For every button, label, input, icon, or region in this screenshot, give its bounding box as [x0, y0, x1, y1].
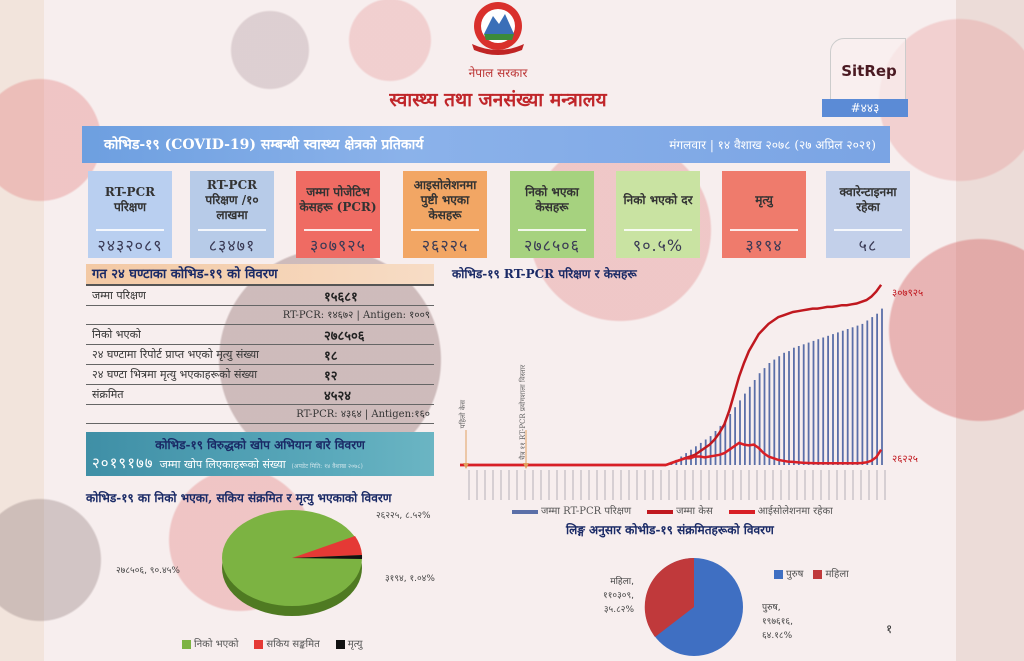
legend-death: मृत्यु — [335, 636, 362, 650]
ministry-title: स्वास्थ्य तथा जनसंख्या मन्त्रालय — [389, 89, 607, 111]
row-value: १२ — [324, 368, 338, 384]
table-row: २४ घण्टा भित्रमा मृत्यु भएकाहरूको संख्या… — [86, 365, 434, 385]
end-active-label: २६२२५ — [892, 454, 918, 465]
card-deaths: मृत्यु ३१९४ — [722, 171, 806, 258]
label-recovered: २७८५०६, ९०.४५% — [116, 566, 180, 576]
gender-pie-chart — [644, 557, 743, 656]
table-title: गत २४ घण्टाका कोभिड-१९ को विवरण — [86, 264, 434, 286]
sitrep-number: #४४३ — [822, 99, 908, 117]
vaccine-summary: कोभिड-१९ विरुद्धको खोप अभियान बारे विवरण… — [86, 432, 434, 476]
lab-expansion-note: चैत्र ११ RT-PCR प्रयोगशाला विस्तार — [519, 364, 527, 460]
card-label: आइसोलेशनमा पुष्टी भएका केसहरू — [413, 177, 477, 222]
row-label: संक्रमित — [92, 388, 124, 401]
row-label: २४ घण्टा भित्रमा मृत्यु भएकाहरूको संख्या — [92, 368, 258, 381]
gender-pie-legend: पुरुष महिला — [774, 566, 849, 580]
legend-tests: जम्मा RT-PCR परिक्षण — [512, 503, 631, 517]
card-value: ५८ — [858, 235, 878, 255]
rtpcr-chart-legend: जम्मा RT-PCR परिक्षण जम्मा केस आईसोलेशनम… — [512, 503, 833, 517]
sitrep-box — [830, 38, 906, 102]
label-deaths: ३१९४, १.०४% — [385, 574, 435, 584]
card-rtpcr-per-million: RT-PCR परिक्षण /१० लाखमा ८३४७१ — [190, 171, 274, 258]
row-value: ४५२४ — [324, 388, 352, 404]
rtpcr-chart-title: कोभिड-१९ RT-PCR परिक्षण र केसहरू — [452, 267, 637, 281]
row-label: जम्मा परिक्षण — [92, 289, 146, 302]
label-female: महिला, ११०३०९, ३५.८२% — [603, 577, 634, 615]
x-axis-date-labels — [462, 470, 892, 500]
legend-female: महिला — [813, 566, 849, 580]
last-24h-table: गत २४ घण्टाका कोभिड-१९ को विवरण जम्मा पर… — [86, 264, 434, 424]
card-isolation: आइसोलेशनमा पुष्टी भएका केसहरू २६२२५ — [403, 171, 487, 258]
row-label: २४ घण्टामा रिपोर्ट प्राप्त भएको मृत्यु स… — [92, 348, 259, 361]
rtpcr-chart — [460, 284, 883, 469]
table-row: निको भएको २७८५०६ — [86, 325, 434, 345]
table-row: संक्रमित ४५२४ — [86, 385, 434, 405]
outcome-pie-chart — [222, 510, 363, 616]
outcome-pie-legend: निको भएको सकिय सङ्कमित मृत्यु — [182, 636, 362, 650]
banner-title: कोभिड-१९ (COVID-19) सम्बन्धी स्वास्थ्य क… — [104, 137, 424, 153]
card-value: २६२२५ — [421, 235, 469, 255]
vaccine-total: २०१९१७७ — [92, 454, 154, 472]
government-label: नेपाल सरकार — [468, 66, 528, 80]
card-value: २७८५०६ — [524, 235, 580, 255]
row-value: १८ — [324, 348, 338, 364]
table-row: २४ घण्टामा रिपोर्ट प्राप्त भएको मृत्यु स… — [86, 345, 434, 365]
card-rtpcr-tests: RT-PCR परिक्षण २४३२०८९ — [88, 171, 172, 258]
label-male: पुरुष, १९७६१६, ६४.१८% — [762, 603, 793, 641]
legend-isolation: आईसोलेशनमा रहेका — [728, 503, 833, 517]
card-label: मृत्यु — [755, 192, 773, 207]
page-number: १ — [886, 622, 893, 636]
legend-total-cases: जम्मा केस — [647, 503, 713, 517]
row-subtext: RT-PCR: १४६७२ | Antigen: १००९ — [86, 306, 434, 325]
card-value: ३०७९२५ — [310, 235, 366, 255]
row-label: निको भएको — [92, 328, 141, 341]
card-label: निको भएका केसहरू — [525, 185, 579, 214]
card-label: RT-PCR परिक्षण /१० लाखमा — [205, 177, 259, 222]
row-value: २७८५०६ — [324, 328, 365, 344]
gender-pie-title: लिङ्ग अनुसार कोभीड-१९ संक्रमितहरूको विवर… — [566, 523, 774, 537]
vaccine-label: जम्मा खोप लिएकाहरूको संख्या — [159, 458, 286, 471]
card-value: ९०.५% — [632, 235, 684, 255]
card-recovered: निको भएका केसहरू २७८५०६ — [510, 171, 594, 258]
card-label: RT-PCR परिक्षण — [104, 185, 156, 214]
card-value: २४३२०८९ — [97, 235, 163, 255]
row-value: १५६८१ — [324, 289, 358, 305]
title-banner: कोभिड-१९ (COVID-19) सम्बन्धी स्वास्थ्य क… — [82, 126, 890, 163]
card-label: जम्मा पोजेटिभ केसहरू (PCR) — [299, 185, 377, 214]
card-total-positive: जम्मा पोजेटिभ केसहरू (PCR) ३०७९२५ — [296, 171, 380, 258]
report-date: मंगलवार | १४ वैशाख २०७८ (२७ अप्रिल २०२१) — [669, 138, 876, 152]
row-subtext: RT-PCR: ४३६४ | Antigen:१६० — [86, 405, 434, 424]
nepal-emblem-icon — [472, 2, 524, 55]
vaccine-note: (अपडेट मिति: १४ वैशाख २०७८) — [291, 463, 363, 470]
card-recovery-rate: निको भएको दर ९०.५% — [616, 171, 700, 258]
card-label: क्वारेन्टाइनमा रहेका — [839, 185, 897, 214]
vaccine-title: कोभिड-१९ विरुद्धको खोप अभियान बारे विवरण — [155, 438, 365, 452]
card-value: ३१९४ — [745, 235, 783, 255]
end-total-label: ३०७९२५ — [892, 288, 924, 299]
table-row: जम्मा परिक्षण १५६८१ — [86, 286, 434, 306]
card-quarantine: क्वारेन्टाइनमा रहेका ५८ — [826, 171, 910, 258]
first-case-note: पहिलो केस — [459, 400, 467, 429]
legend-active: सकिय सङ्कमित — [254, 636, 320, 650]
legend-male: पुरुष — [774, 566, 803, 580]
label-active: २६२२५, ८.५२% — [376, 511, 431, 521]
sitrep-label: SitRep — [841, 62, 897, 80]
legend-recovered: निको भएको — [182, 636, 238, 650]
card-value: ८३४७१ — [208, 235, 256, 255]
card-label: निको भएको दर — [623, 192, 693, 207]
outcome-pie-title: कोभिड-१९ का निको भएका, सकिय संक्रमित र म… — [86, 491, 392, 505]
